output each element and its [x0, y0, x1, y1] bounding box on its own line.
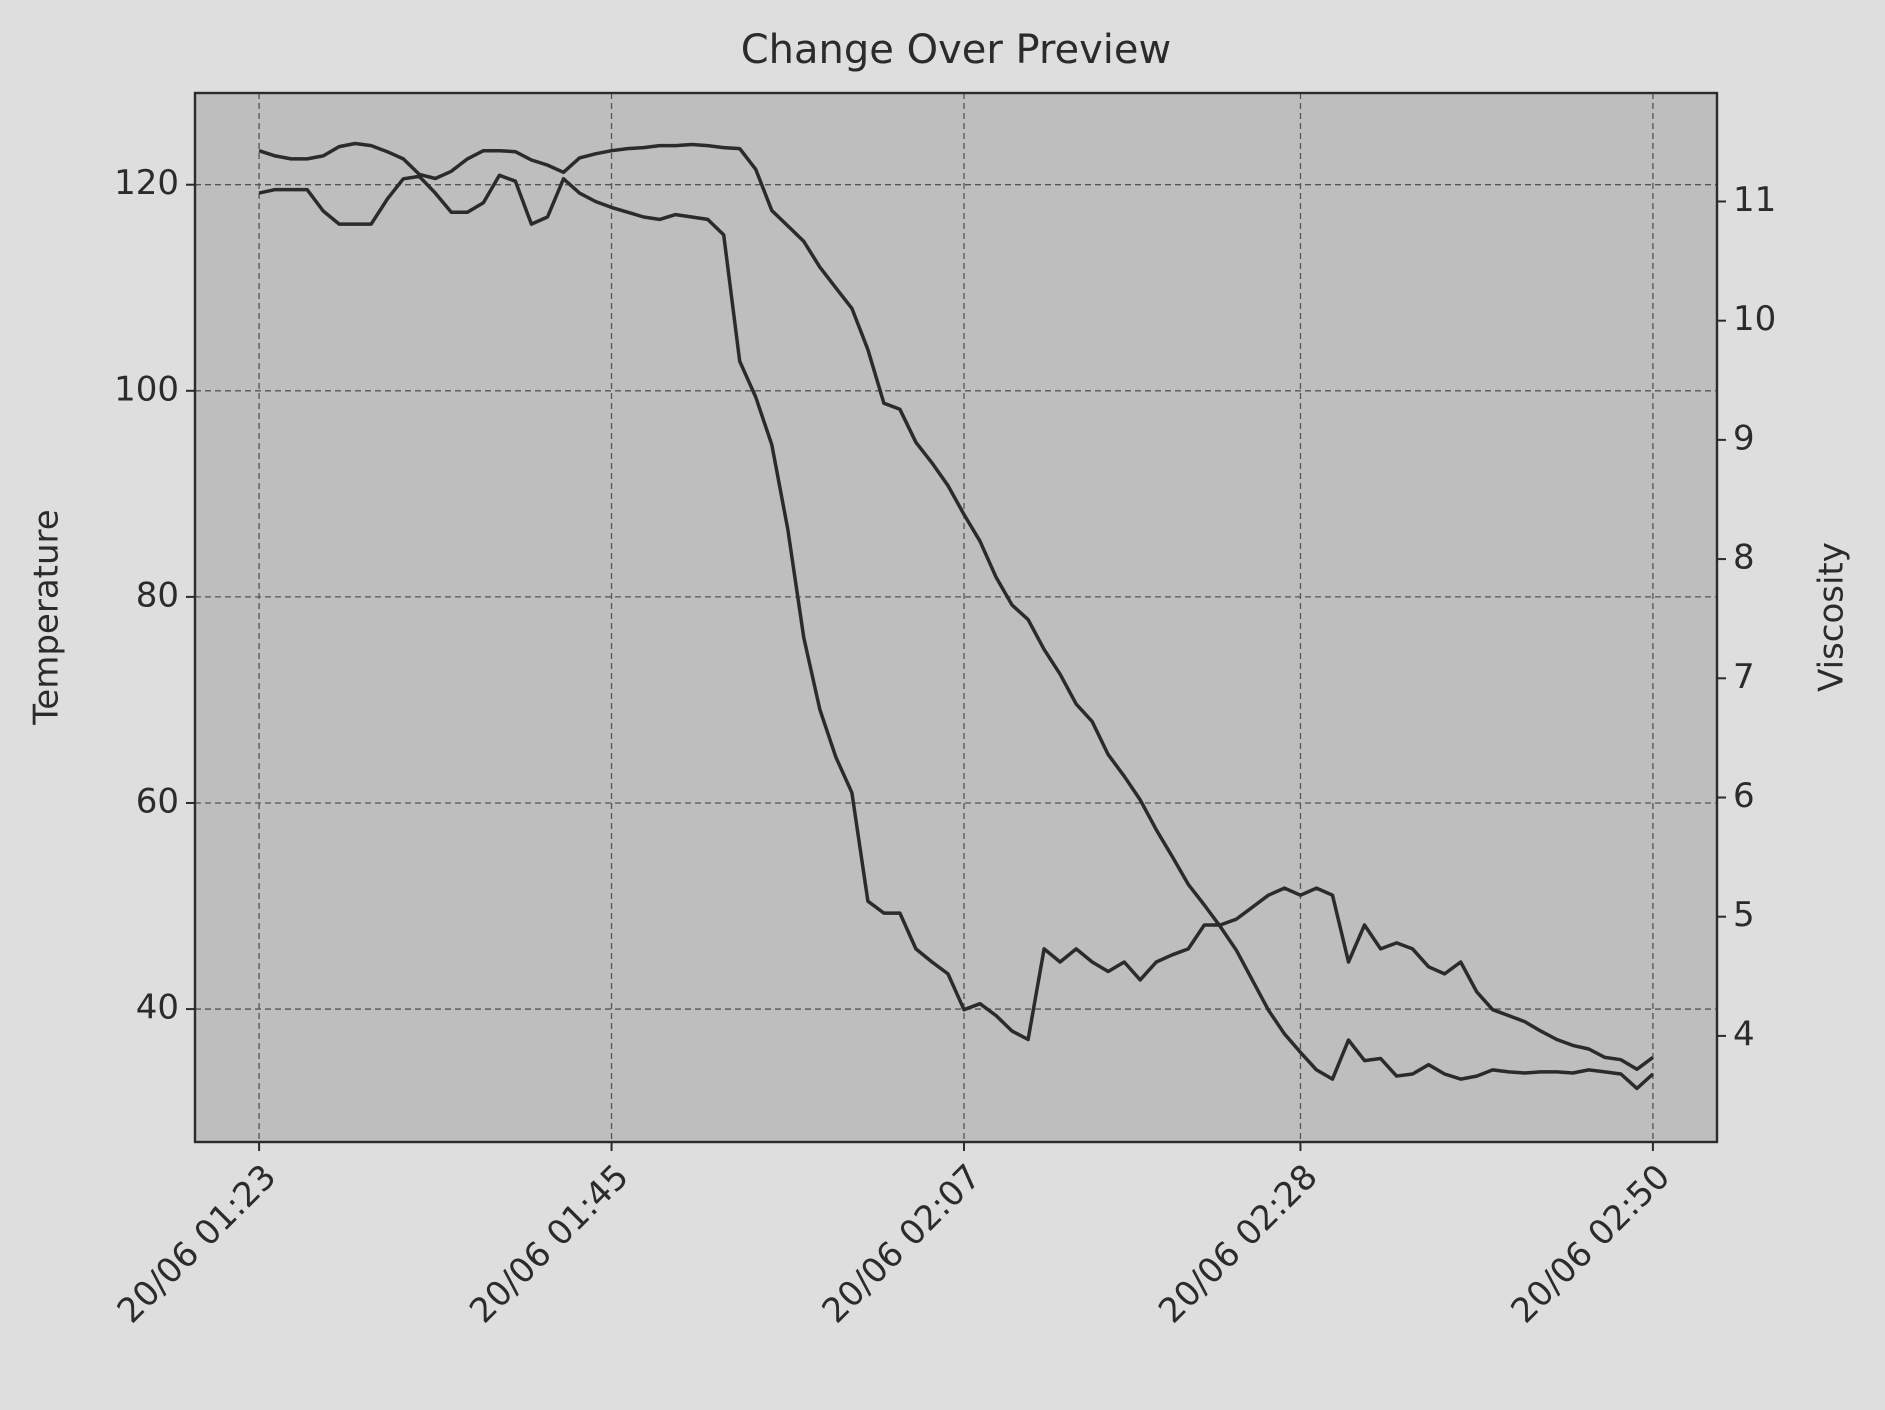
x-tick-label: 20/06 02:28: [1151, 1157, 1326, 1332]
y2-tick-label: 9: [1733, 418, 1755, 458]
chart-title: Change Over Preview: [741, 27, 1172, 73]
y2-tick-label: 10: [1733, 299, 1776, 339]
y2-tick-label: 7: [1733, 657, 1755, 697]
data-line: [258, 141, 1655, 1091]
y2-tick-label: 11: [1733, 180, 1776, 220]
x-tick-label: 20/06 01:45: [462, 1157, 637, 1332]
y-tick-label: 60: [136, 781, 179, 821]
y2-tick-label: 6: [1733, 776, 1755, 816]
y2-axis-label: Viscosity: [1812, 542, 1852, 692]
y-tick-label: 100: [114, 369, 179, 409]
y-tick-label: 120: [114, 163, 179, 203]
x-tick-label: 20/06 02:07: [815, 1157, 990, 1332]
y-tick-label: 80: [136, 575, 179, 615]
x-tick-label: 20/06 02:50: [1503, 1157, 1678, 1332]
data-line: [258, 173, 1654, 1072]
plot-area: [195, 93, 1717, 1142]
y-tick-label: 40: [136, 988, 179, 1028]
y2-tick-label: 4: [1733, 1014, 1755, 1054]
x-tick-label: 20/06 01:23: [110, 1157, 285, 1332]
plot-frame: [193, 91, 1719, 1144]
y2-tick-label: 5: [1733, 895, 1755, 935]
y-axis-label: Temperature: [27, 509, 67, 725]
y2-tick-label: 8: [1733, 538, 1755, 578]
